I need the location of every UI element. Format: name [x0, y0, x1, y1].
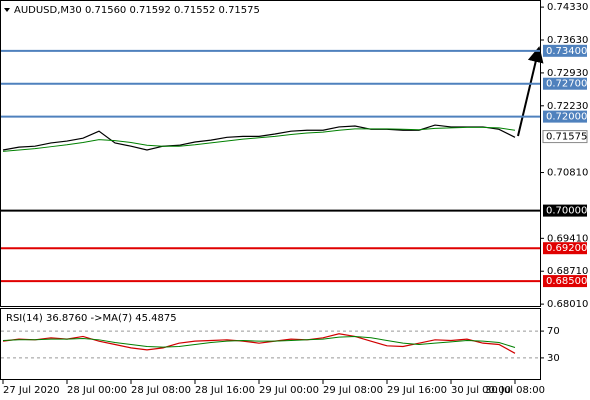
x-tick-label: 27 Jul 2020	[3, 385, 60, 396]
y-tick-label: 0.72930	[547, 68, 588, 79]
y-tick-label: 70	[547, 326, 560, 337]
level-label: 0.70000	[546, 206, 587, 217]
price-label-box	[542, 130, 588, 144]
y-tick-label: 0.69410	[547, 233, 588, 244]
level-label-box	[543, 275, 587, 288]
level-label-box	[543, 44, 587, 57]
level-label: 0.73400	[546, 46, 587, 57]
x-tick-label: 30 Jul 08:00	[485, 385, 545, 396]
x-tick-label: 28 Jul 08:00	[131, 385, 191, 396]
level-label: 0.69200	[546, 243, 587, 254]
series-line	[2, 335, 516, 348]
level-label-box	[543, 110, 587, 123]
main-frame	[0, 0, 541, 307]
y-tick-label: 0.70810	[547, 168, 588, 179]
chart-title: AUDUSD,M30 0.71560 0.71592 0.71552 0.715…	[14, 5, 260, 16]
rsi-frame	[0, 308, 541, 380]
level-label: 0.68500	[546, 276, 587, 287]
x-tick-label: 30 Jul 00:00	[451, 385, 511, 396]
y-tick-label: 0.72230	[547, 101, 588, 112]
series-line	[2, 333, 516, 354]
y-tick-label: 0.73630	[547, 35, 588, 46]
x-tick-label: 28 Jul 16:00	[195, 385, 255, 396]
x-tick-label: 29 Jul 16:00	[387, 385, 447, 396]
level-label-box	[543, 204, 587, 217]
rsi-title: RSI(14) 36.8760 ->MA(7) 45.4875	[6, 313, 177, 324]
x-tick-label: 29 Jul 08:00	[323, 385, 383, 396]
y-tick-label: 30	[547, 353, 560, 364]
series-line	[2, 126, 516, 152]
x-tick-label: 28 Jul 00:00	[67, 385, 127, 396]
y-tick-label: 0.74330	[547, 2, 588, 13]
series-line	[2, 124, 516, 151]
forecast-arrow	[517, 46, 544, 137]
y-tick-label: 0.68010	[547, 299, 588, 310]
level-label-box	[543, 242, 587, 255]
price-label: 0.71575	[546, 132, 587, 143]
level-label: 0.72700	[546, 79, 587, 90]
level-label: 0.72000	[546, 112, 587, 123]
y-tick-label: 0.68710	[547, 266, 588, 277]
x-tick-label: 29 Jul 00:00	[259, 385, 319, 396]
level-label-box	[543, 77, 587, 90]
title-marker	[4, 8, 10, 12]
